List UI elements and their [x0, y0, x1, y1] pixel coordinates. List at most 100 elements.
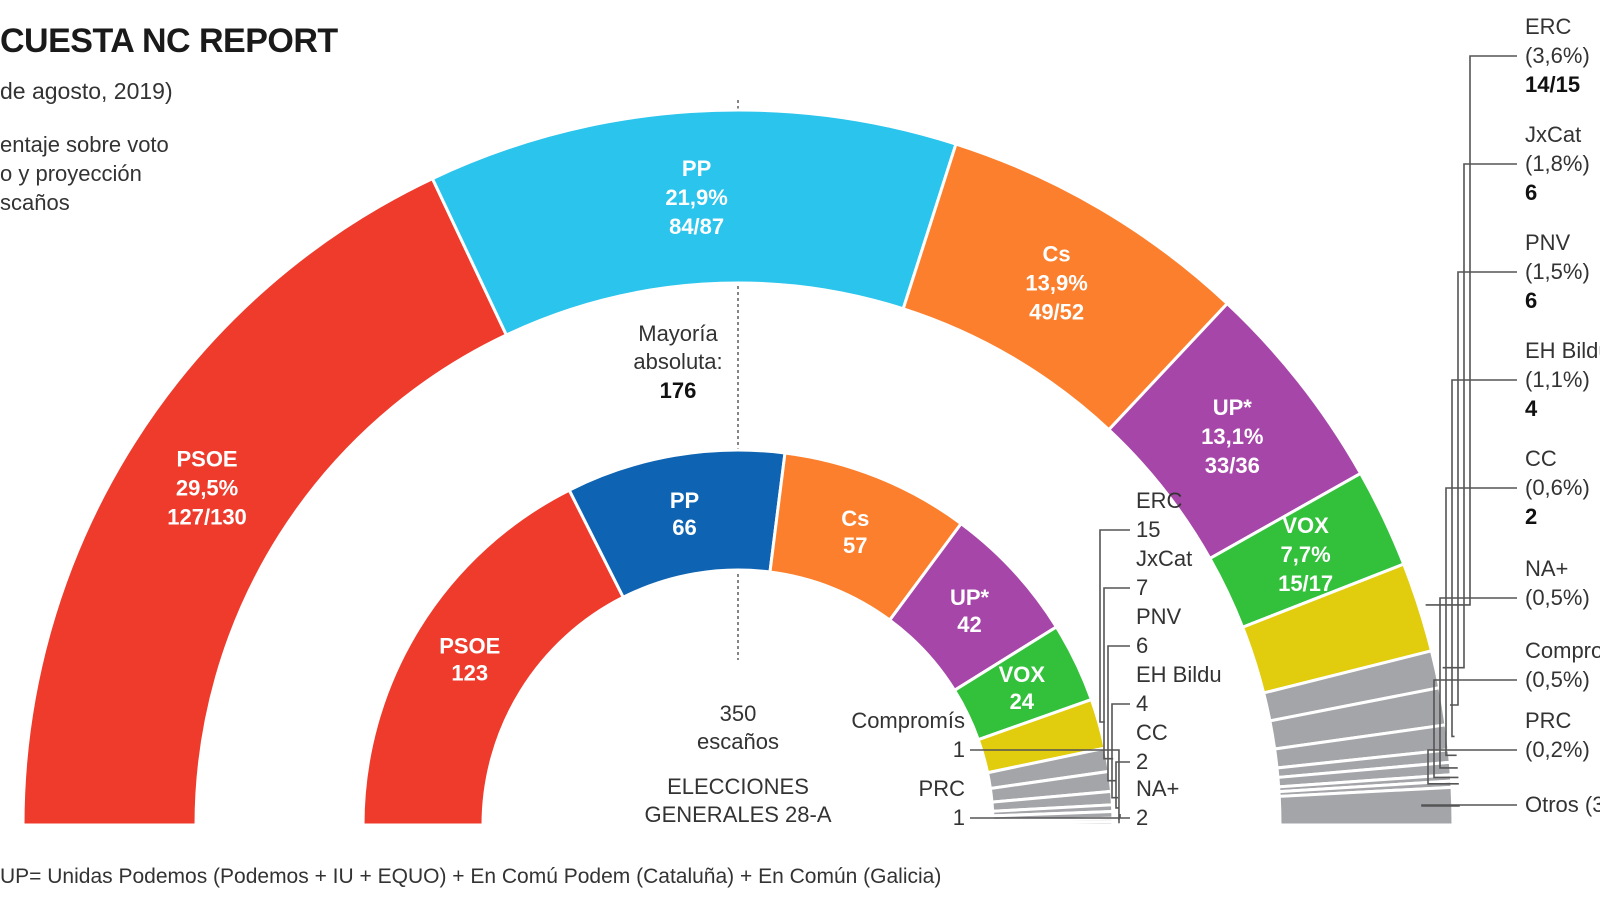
leader-line	[1451, 379, 1517, 738]
arc-label: Cs	[1043, 241, 1071, 266]
arc-label: VOX	[1282, 513, 1329, 538]
legend-text: (1,1%)	[1525, 367, 1590, 392]
elections-label: GENERALES 28-A	[644, 802, 831, 827]
legend-text: PRC	[919, 776, 966, 801]
leader-line	[970, 817, 1120, 824]
leader-line	[1425, 55, 1517, 606]
chart-date: de agosto, 2019)	[0, 78, 173, 104]
legend-text: PNV	[1525, 230, 1571, 255]
arc-label: 57	[843, 533, 867, 558]
seat-arc-psoe	[21, 176, 509, 827]
majority-value: 176	[660, 378, 697, 403]
leader-line	[1439, 597, 1517, 769]
arc-label: 21,9%	[665, 185, 727, 210]
desc-line: entaje sobre voto	[0, 132, 169, 157]
arc-label: 7,7%	[1281, 542, 1331, 567]
leader-line	[1111, 703, 1130, 799]
legend-text: (3,6%)	[1525, 43, 1590, 68]
outer-ring: PSOE 29,5% 127/130 PP 21,9% 84/87 Cs 13,9% 49/52…	[21, 108, 1455, 827]
leader-line	[1118, 813, 1130, 819]
arc-label: 33/36	[1205, 453, 1260, 478]
legend-text: (1,8%)	[1525, 151, 1590, 176]
elections-label: ELECCIONES	[667, 774, 809, 799]
legend-text: CC	[1525, 446, 1557, 471]
arc-label: UP*	[950, 585, 990, 610]
desc-line: o y proyección	[0, 161, 142, 186]
arc-label: 127/130	[167, 505, 247, 530]
legend-text: NA+	[1136, 776, 1179, 801]
arc-label: 24	[1010, 689, 1035, 714]
leader-line	[1421, 804, 1517, 807]
legend-text: 6	[1525, 288, 1537, 313]
arc-label: VOX	[999, 662, 1046, 687]
legend-text: JxCat	[1136, 546, 1192, 571]
arc-label: 13,1%	[1201, 424, 1263, 449]
legend-text: 15	[1136, 517, 1160, 542]
desc-line: scaños	[0, 190, 70, 215]
legend-text: 1	[953, 737, 965, 762]
leader-line	[970, 749, 1120, 820]
arc-label: UP*	[1213, 395, 1253, 420]
leader-lines	[970, 55, 1517, 824]
leader-line	[1442, 163, 1517, 669]
legend-text: CC	[1136, 720, 1168, 745]
arc-label: PP	[670, 488, 699, 513]
leader-line	[1445, 487, 1517, 757]
legend-text: Otros (3	[1525, 792, 1600, 817]
legend-outer: ERC (3,6%) 14/15 JxCat (1,8%) 6 PNV (1,5%) 6 EH B…	[1525, 14, 1600, 817]
legend-text: (0,5%)	[1525, 585, 1590, 610]
legend-text: (1,5%)	[1525, 259, 1590, 284]
seat-arc-otros-3	[1277, 785, 1455, 827]
legend-text: PRC	[1525, 708, 1572, 733]
arc-label: 15/17	[1278, 571, 1333, 596]
seat-arc-prc	[991, 820, 1115, 827]
legend-text: 2	[1136, 749, 1148, 774]
legend-text: ERC	[1525, 14, 1572, 39]
leader-line	[1427, 749, 1517, 785]
seats-total-label: 350	[720, 701, 757, 726]
chart-title: CUESTA NC REPORT	[0, 22, 338, 60]
legend-text: 4	[1525, 396, 1538, 421]
legend-text: EH Bildu	[1525, 338, 1600, 363]
leader-line	[1115, 761, 1130, 809]
legend-text: JxCat	[1525, 122, 1581, 147]
leader-line	[1433, 679, 1517, 779]
legend-text: (0,5%)	[1525, 667, 1590, 692]
footnote: UP= Unidas Podemos (Podemos + IU + EQUO)…	[0, 865, 942, 888]
legend-text: NA+	[1525, 556, 1568, 581]
arc-label: PSOE	[439, 633, 500, 658]
arc-label: Cs	[841, 506, 869, 531]
arc-label: 13,9%	[1025, 270, 1087, 295]
legend-text: 4	[1136, 691, 1148, 716]
legend-text: EH Bildu	[1136, 662, 1222, 687]
chart-description: entaje sobre voto o y proyección scaños	[0, 130, 200, 217]
arc-label: 123	[451, 660, 488, 685]
legend-text: 14/15	[1525, 72, 1580, 97]
legend-text: 7	[1136, 575, 1148, 600]
arc-label: PP	[682, 156, 711, 181]
legend-text: (0,2%)	[1525, 737, 1590, 762]
legend-text: 2	[1525, 504, 1537, 529]
leader-line	[1099, 529, 1130, 723]
arc-label: 49/52	[1029, 299, 1084, 324]
legend-text: Compro	[1525, 638, 1600, 663]
arc-label: 29,5%	[176, 476, 238, 501]
majority-label: absoluta:	[633, 349, 722, 374]
legend-text: Compromís	[851, 708, 965, 733]
arc-label: 84/87	[669, 214, 724, 239]
majority-label: Mayoría	[638, 321, 718, 346]
legend-text: 2	[1136, 805, 1148, 830]
legend-text: ERC	[1136, 488, 1183, 513]
legend-text: (0,6%)	[1525, 475, 1590, 500]
legend-text: PNV	[1136, 604, 1182, 629]
seats-total-label: escaños	[697, 729, 779, 754]
arc-label: 66	[672, 515, 696, 540]
arc-label: PSOE	[176, 447, 237, 472]
legend-text: 6	[1136, 633, 1148, 658]
arc-label: 42	[957, 612, 981, 637]
legend-text: 1	[953, 805, 965, 830]
legend-text: 6	[1525, 180, 1537, 205]
